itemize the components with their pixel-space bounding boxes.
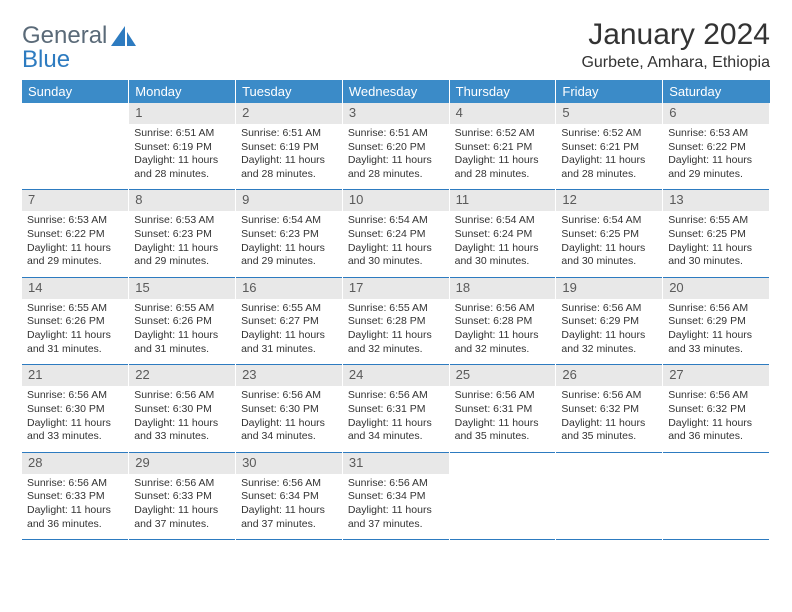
weekday-header: Sunday — [22, 80, 129, 103]
weekday-header: Tuesday — [236, 80, 343, 103]
day-cell: Sunrise: 6:56 AMSunset: 6:30 PMDaylight:… — [236, 386, 343, 452]
day-cell: Sunrise: 6:56 AMSunset: 6:28 PMDaylight:… — [449, 299, 556, 365]
day-cell: Sunrise: 6:56 AMSunset: 6:34 PMDaylight:… — [342, 474, 449, 540]
day-number: 19 — [556, 277, 663, 298]
day-number: 7 — [22, 190, 129, 211]
day-number-row: 78910111213 — [22, 190, 770, 211]
day-cell: Sunrise: 6:56 AMSunset: 6:29 PMDaylight:… — [663, 299, 770, 365]
day-cell: Sunrise: 6:54 AMSunset: 6:23 PMDaylight:… — [236, 211, 343, 277]
day-cell: Sunrise: 6:56 AMSunset: 6:30 PMDaylight:… — [22, 386, 129, 452]
day-number: 9 — [236, 190, 343, 211]
day-number: 14 — [22, 277, 129, 298]
day-cell: Sunrise: 6:52 AMSunset: 6:21 PMDaylight:… — [556, 124, 663, 190]
day-number-row: 21222324252627 — [22, 365, 770, 386]
day-cell: Sunrise: 6:53 AMSunset: 6:23 PMDaylight:… — [129, 211, 236, 277]
day-number — [556, 452, 663, 473]
weekday-header: Thursday — [449, 80, 556, 103]
day-number: 18 — [449, 277, 556, 298]
title-block: January 2024 Gurbete, Amhara, Ethiopia — [581, 18, 770, 72]
day-cell: Sunrise: 6:51 AMSunset: 6:19 PMDaylight:… — [236, 124, 343, 190]
logo-sail-icon — [111, 26, 137, 48]
day-number-row: 28293031 — [22, 452, 770, 473]
day-cell — [449, 474, 556, 540]
day-cell: Sunrise: 6:56 AMSunset: 6:32 PMDaylight:… — [663, 386, 770, 452]
day-number: 23 — [236, 365, 343, 386]
day-detail-row: Sunrise: 6:56 AMSunset: 6:30 PMDaylight:… — [22, 386, 770, 452]
day-number: 16 — [236, 277, 343, 298]
day-number: 5 — [556, 103, 663, 124]
day-cell: Sunrise: 6:56 AMSunset: 6:34 PMDaylight:… — [236, 474, 343, 540]
day-cell: Sunrise: 6:53 AMSunset: 6:22 PMDaylight:… — [663, 124, 770, 190]
day-number: 29 — [129, 452, 236, 473]
day-number: 21 — [22, 365, 129, 386]
day-cell: Sunrise: 6:51 AMSunset: 6:20 PMDaylight:… — [342, 124, 449, 190]
day-number: 6 — [663, 103, 770, 124]
day-cell: Sunrise: 6:53 AMSunset: 6:22 PMDaylight:… — [22, 211, 129, 277]
day-cell: Sunrise: 6:56 AMSunset: 6:29 PMDaylight:… — [556, 299, 663, 365]
day-number: 12 — [556, 190, 663, 211]
day-number: 10 — [342, 190, 449, 211]
day-cell: Sunrise: 6:56 AMSunset: 6:33 PMDaylight:… — [22, 474, 129, 540]
day-cell: Sunrise: 6:55 AMSunset: 6:28 PMDaylight:… — [342, 299, 449, 365]
day-number-row: 123456 — [22, 103, 770, 124]
day-cell — [663, 474, 770, 540]
day-number: 15 — [129, 277, 236, 298]
weekday-header-row: Sunday Monday Tuesday Wednesday Thursday… — [22, 80, 770, 103]
day-number: 31 — [342, 452, 449, 473]
day-number: 26 — [556, 365, 663, 386]
day-number: 13 — [663, 190, 770, 211]
day-cell — [22, 124, 129, 190]
day-number: 2 — [236, 103, 343, 124]
day-cell — [556, 474, 663, 540]
day-detail-row: Sunrise: 6:53 AMSunset: 6:22 PMDaylight:… — [22, 211, 770, 277]
day-number: 22 — [129, 365, 236, 386]
day-number: 8 — [129, 190, 236, 211]
day-cell: Sunrise: 6:56 AMSunset: 6:33 PMDaylight:… — [129, 474, 236, 540]
location: Gurbete, Amhara, Ethiopia — [581, 54, 770, 72]
logo-word1: General — [22, 22, 107, 49]
day-cell: Sunrise: 6:56 AMSunset: 6:30 PMDaylight:… — [129, 386, 236, 452]
day-cell: Sunrise: 6:56 AMSunset: 6:31 PMDaylight:… — [342, 386, 449, 452]
day-number: 27 — [663, 365, 770, 386]
day-number: 24 — [342, 365, 449, 386]
logo-word2: Blue — [22, 46, 70, 73]
day-detail-row: Sunrise: 6:55 AMSunset: 6:26 PMDaylight:… — [22, 299, 770, 365]
day-number: 17 — [342, 277, 449, 298]
day-number: 20 — [663, 277, 770, 298]
day-cell: Sunrise: 6:55 AMSunset: 6:27 PMDaylight:… — [236, 299, 343, 365]
day-cell: Sunrise: 6:55 AMSunset: 6:26 PMDaylight:… — [22, 299, 129, 365]
day-number-row: 14151617181920 — [22, 277, 770, 298]
day-detail-row: Sunrise: 6:56 AMSunset: 6:33 PMDaylight:… — [22, 474, 770, 540]
day-number: 30 — [236, 452, 343, 473]
day-cell: Sunrise: 6:54 AMSunset: 6:25 PMDaylight:… — [556, 211, 663, 277]
day-cell: Sunrise: 6:54 AMSunset: 6:24 PMDaylight:… — [342, 211, 449, 277]
day-cell: Sunrise: 6:51 AMSunset: 6:19 PMDaylight:… — [129, 124, 236, 190]
day-number: 1 — [129, 103, 236, 124]
day-number: 28 — [22, 452, 129, 473]
day-cell: Sunrise: 6:55 AMSunset: 6:25 PMDaylight:… — [663, 211, 770, 277]
day-number: 4 — [449, 103, 556, 124]
day-number — [449, 452, 556, 473]
day-number: 25 — [449, 365, 556, 386]
day-number: 11 — [449, 190, 556, 211]
month-title: January 2024 — [581, 18, 770, 52]
day-cell: Sunrise: 6:56 AMSunset: 6:32 PMDaylight:… — [556, 386, 663, 452]
calendar-table: Sunday Monday Tuesday Wednesday Thursday… — [22, 80, 770, 540]
day-number — [663, 452, 770, 473]
day-cell: Sunrise: 6:54 AMSunset: 6:24 PMDaylight:… — [449, 211, 556, 277]
day-cell: Sunrise: 6:52 AMSunset: 6:21 PMDaylight:… — [449, 124, 556, 190]
header: General Blue January 2024 Gurbete, Amhar… — [22, 18, 770, 72]
day-detail-row: Sunrise: 6:51 AMSunset: 6:19 PMDaylight:… — [22, 124, 770, 190]
day-number — [22, 103, 129, 124]
logo: General Blue — [22, 18, 137, 72]
day-number: 3 — [342, 103, 449, 124]
weekday-header: Monday — [129, 80, 236, 103]
day-cell: Sunrise: 6:55 AMSunset: 6:26 PMDaylight:… — [129, 299, 236, 365]
weekday-header: Saturday — [663, 80, 770, 103]
weekday-header: Friday — [556, 80, 663, 103]
weekday-header: Wednesday — [342, 80, 449, 103]
day-cell: Sunrise: 6:56 AMSunset: 6:31 PMDaylight:… — [449, 386, 556, 452]
